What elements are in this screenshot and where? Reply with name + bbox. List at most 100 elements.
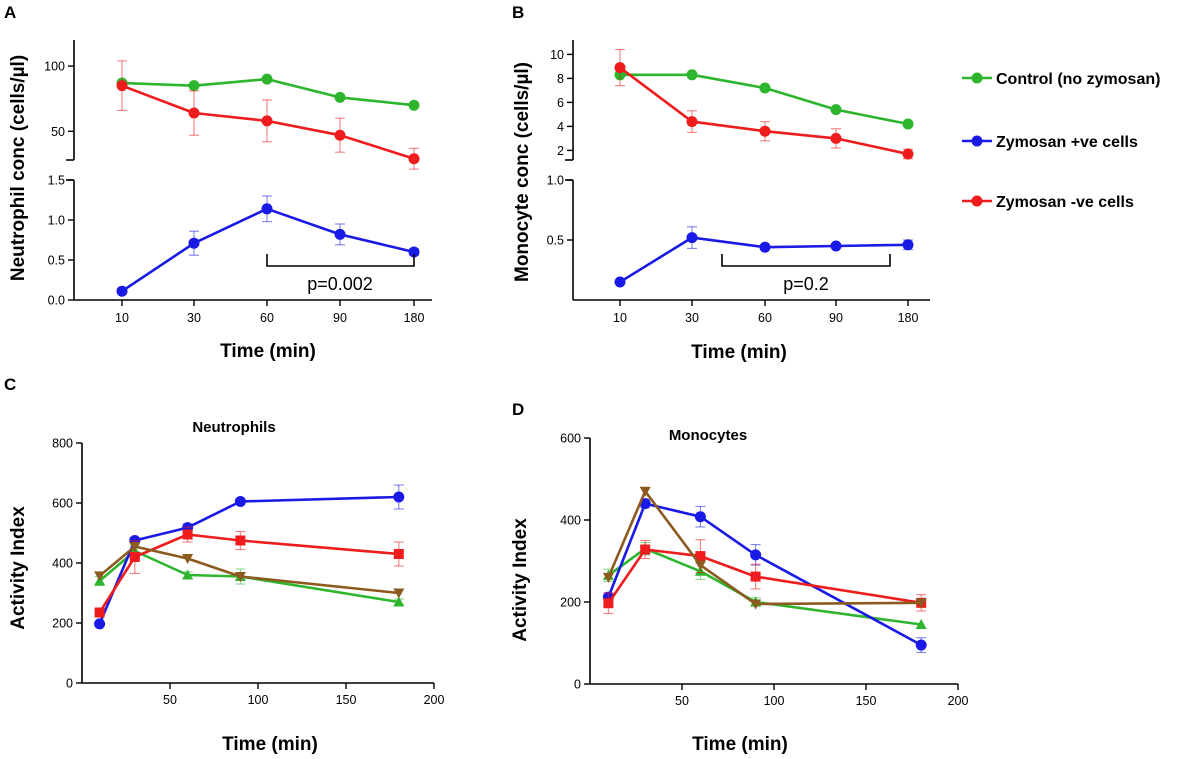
panel-a-series-control-point-1 (188, 80, 200, 92)
panel-d-xtick-label-0: 50 (675, 694, 689, 708)
panel-a-upper-ytick-label-1: 100 (44, 60, 65, 74)
panel-c-series-zymo_pos-point-3 (234, 496, 246, 507)
panel-d-ytick-label-1: 200 (560, 596, 581, 610)
panel-d-xlabel: Time (min) (692, 734, 788, 755)
panel-b-series-zymo_pos-point-2 (759, 241, 771, 253)
panel-c-xtick-label-0: 50 (163, 693, 177, 707)
panel-d-letter: D (512, 400, 524, 419)
panel-c-ytick-label-4: 800 (52, 437, 73, 451)
panel-d-xtick-label-1: 100 (764, 694, 785, 708)
panel-a: A Neutrophil conc (cells/µl) Time (min) … (4, 3, 432, 362)
panel-a-lower-ytick-label-3: 1.5 (48, 174, 65, 188)
panel-d-series-zymo_neg-point-2 (695, 551, 706, 562)
panel-a-xtick-label-4: 180 (404, 311, 425, 325)
panel-c-series-zymo_neg-point-3 (235, 535, 246, 546)
panel-c-series-zymo_pos-line (98, 495, 399, 625)
panel-b-significance-bracket (721, 254, 891, 267)
panel-c-ylabel: Activity Index (8, 506, 29, 630)
panel-a-xtick-label-3: 90 (333, 311, 347, 325)
panel-b-xtick-label-3: 90 (829, 311, 843, 325)
panel-c-series-control-point-2 (182, 569, 194, 580)
panel-a-plot (116, 60, 420, 297)
legend-zymo-neg-marker (971, 195, 983, 207)
panel-d-ytick-label-2: 400 (560, 514, 581, 528)
panel-b-series-zymo_pos-point-4 (902, 239, 914, 251)
panel-a-lower-ytick-label-2: 1.0 (48, 214, 65, 228)
panel-d-series-brown-line (607, 490, 922, 606)
panel-b-series-zymo_neg-point-3 (830, 132, 842, 144)
panel-d-series-control-point-4 (915, 619, 927, 630)
panel-a-significance-bracket (266, 254, 415, 267)
panel-d-series-zymo_neg-point-0 (603, 598, 614, 609)
panel-a-series-zymo_neg-point-3 (334, 129, 346, 141)
panel-b-lower-ytick-label-1: 1.0 (547, 174, 564, 188)
legend-control-label: Control (no zymosan) (996, 71, 1160, 88)
legend-zymo-pos-label: Zymosan +ve cells (996, 134, 1138, 151)
panel-a-series-control-point-2 (261, 73, 273, 85)
panel-a-upper-ytick-label-0: 50 (51, 125, 65, 139)
panel-c-series-zymo_pos-point-0 (94, 618, 106, 630)
panel-d-series-brown-point-0 (602, 572, 614, 583)
panel-b-series-control-point-4 (902, 118, 914, 130)
panel-a-xtick-label-2: 60 (260, 311, 274, 325)
panel-d-xtick-label-3: 200 (948, 694, 969, 708)
panel-c-ytick-label-1: 200 (52, 617, 73, 631)
panel-c: C Neutrophils Activity Index Time (min) … (4, 375, 444, 755)
panel-b-lower-ytick-label-0: 0.5 (547, 234, 564, 248)
panel-a-series-zymo_pos-point-3 (334, 228, 346, 240)
panel-a-xlabel: Time (min) (220, 341, 316, 362)
panel-c-xtick-label-1: 100 (248, 693, 269, 707)
panel-c-ytick-label-0: 0 (66, 677, 73, 691)
panel-b-xtick-label-2: 60 (758, 311, 772, 325)
panel-c-letter: C (4, 375, 16, 394)
panel-b-upper-ytick-label-4: 10 (550, 48, 564, 62)
panel-a-xtick-label-1: 30 (187, 311, 201, 325)
panel-c-series-brown-point-1 (129, 542, 141, 552)
panel-c-series-brown-point-3 (234, 572, 246, 582)
panel-a-series-zymo_pos-point-2 (261, 203, 273, 215)
panel-b-series-zymo_neg-point-1 (686, 116, 698, 128)
panel-d-series-zymo_neg-point-1 (640, 544, 651, 555)
panel-d-series-zymo_pos-point-4 (915, 639, 927, 651)
panel-a-letter: A (4, 3, 16, 22)
panel-d-series-zymo_neg-point-3 (750, 571, 761, 582)
panel-b-series-zymo_neg-point-0 (614, 62, 626, 74)
panel-a-series-zymo_neg-point-1 (188, 107, 200, 119)
panel-b-series-control-point-1 (686, 69, 698, 81)
panel-c-series-brown-point-4 (393, 588, 405, 599)
legend-zymo-pos-marker (971, 135, 983, 147)
panel-d-ytick-label-0: 0 (574, 678, 581, 692)
panel-d-series-brown-point-4 (915, 598, 927, 609)
panel-b-axes: 2 4 6 8 10 0.5 1.0 10 30 60 90 180 (547, 40, 930, 325)
panel-a-pvalue: p=0.002 (307, 274, 373, 294)
panel-a-series-control-point-3 (334, 91, 346, 103)
panel-c-series-brown-point-0 (94, 571, 106, 582)
panel-d: D Monocytes Activity Index Time (min) 0 2… (510, 400, 968, 755)
panel-c-plot (94, 484, 405, 630)
panel-d-series-zymo_neg-line (607, 548, 922, 605)
panel-c-title: Neutrophils (192, 419, 275, 436)
panel-d-plot (602, 486, 927, 653)
panel-d-series-zymo_pos-point-3 (750, 549, 762, 561)
panel-d-ytick-label-3: 600 (560, 432, 581, 446)
panel-a-series-zymo_neg-point-0 (116, 80, 128, 92)
panel-b-series-zymo_pos-point-1 (686, 232, 698, 244)
panel-c-series-zymo_neg-point-1 (129, 552, 140, 562)
panel-a-axes: 50 100 0.0 0.5 1.0 1.5 10 30 60 90 180 (44, 40, 432, 325)
panel-b-ylabel: Monocyte conc (cells/µl) (512, 62, 533, 282)
legend-zymo-neg-label: Zymosan -ve cells (996, 194, 1134, 211)
panel-b-upper-ytick-label-1: 4 (557, 120, 564, 134)
panel-a-xtick-label-0: 10 (115, 311, 129, 325)
panel-c-series-zymo_neg-line (98, 533, 399, 614)
panel-b-plot (614, 49, 914, 288)
panel-a-series-zymo_neg-point-4 (408, 153, 420, 165)
panel-a-series-zymo_pos-point-0 (116, 285, 128, 297)
panel-d-series-zymo_pos-line (607, 502, 922, 647)
panel-c-xlabel: Time (min) (222, 734, 318, 755)
panel-b-xlabel: Time (min) (691, 342, 787, 363)
panel-c-series-zymo_neg-point-4 (393, 549, 404, 559)
panel-c-series-brown-point-2 (182, 554, 194, 564)
panel-a-series-zymo_pos-point-1 (188, 237, 200, 249)
panel-b-series-zymo_neg-point-4 (902, 148, 914, 160)
